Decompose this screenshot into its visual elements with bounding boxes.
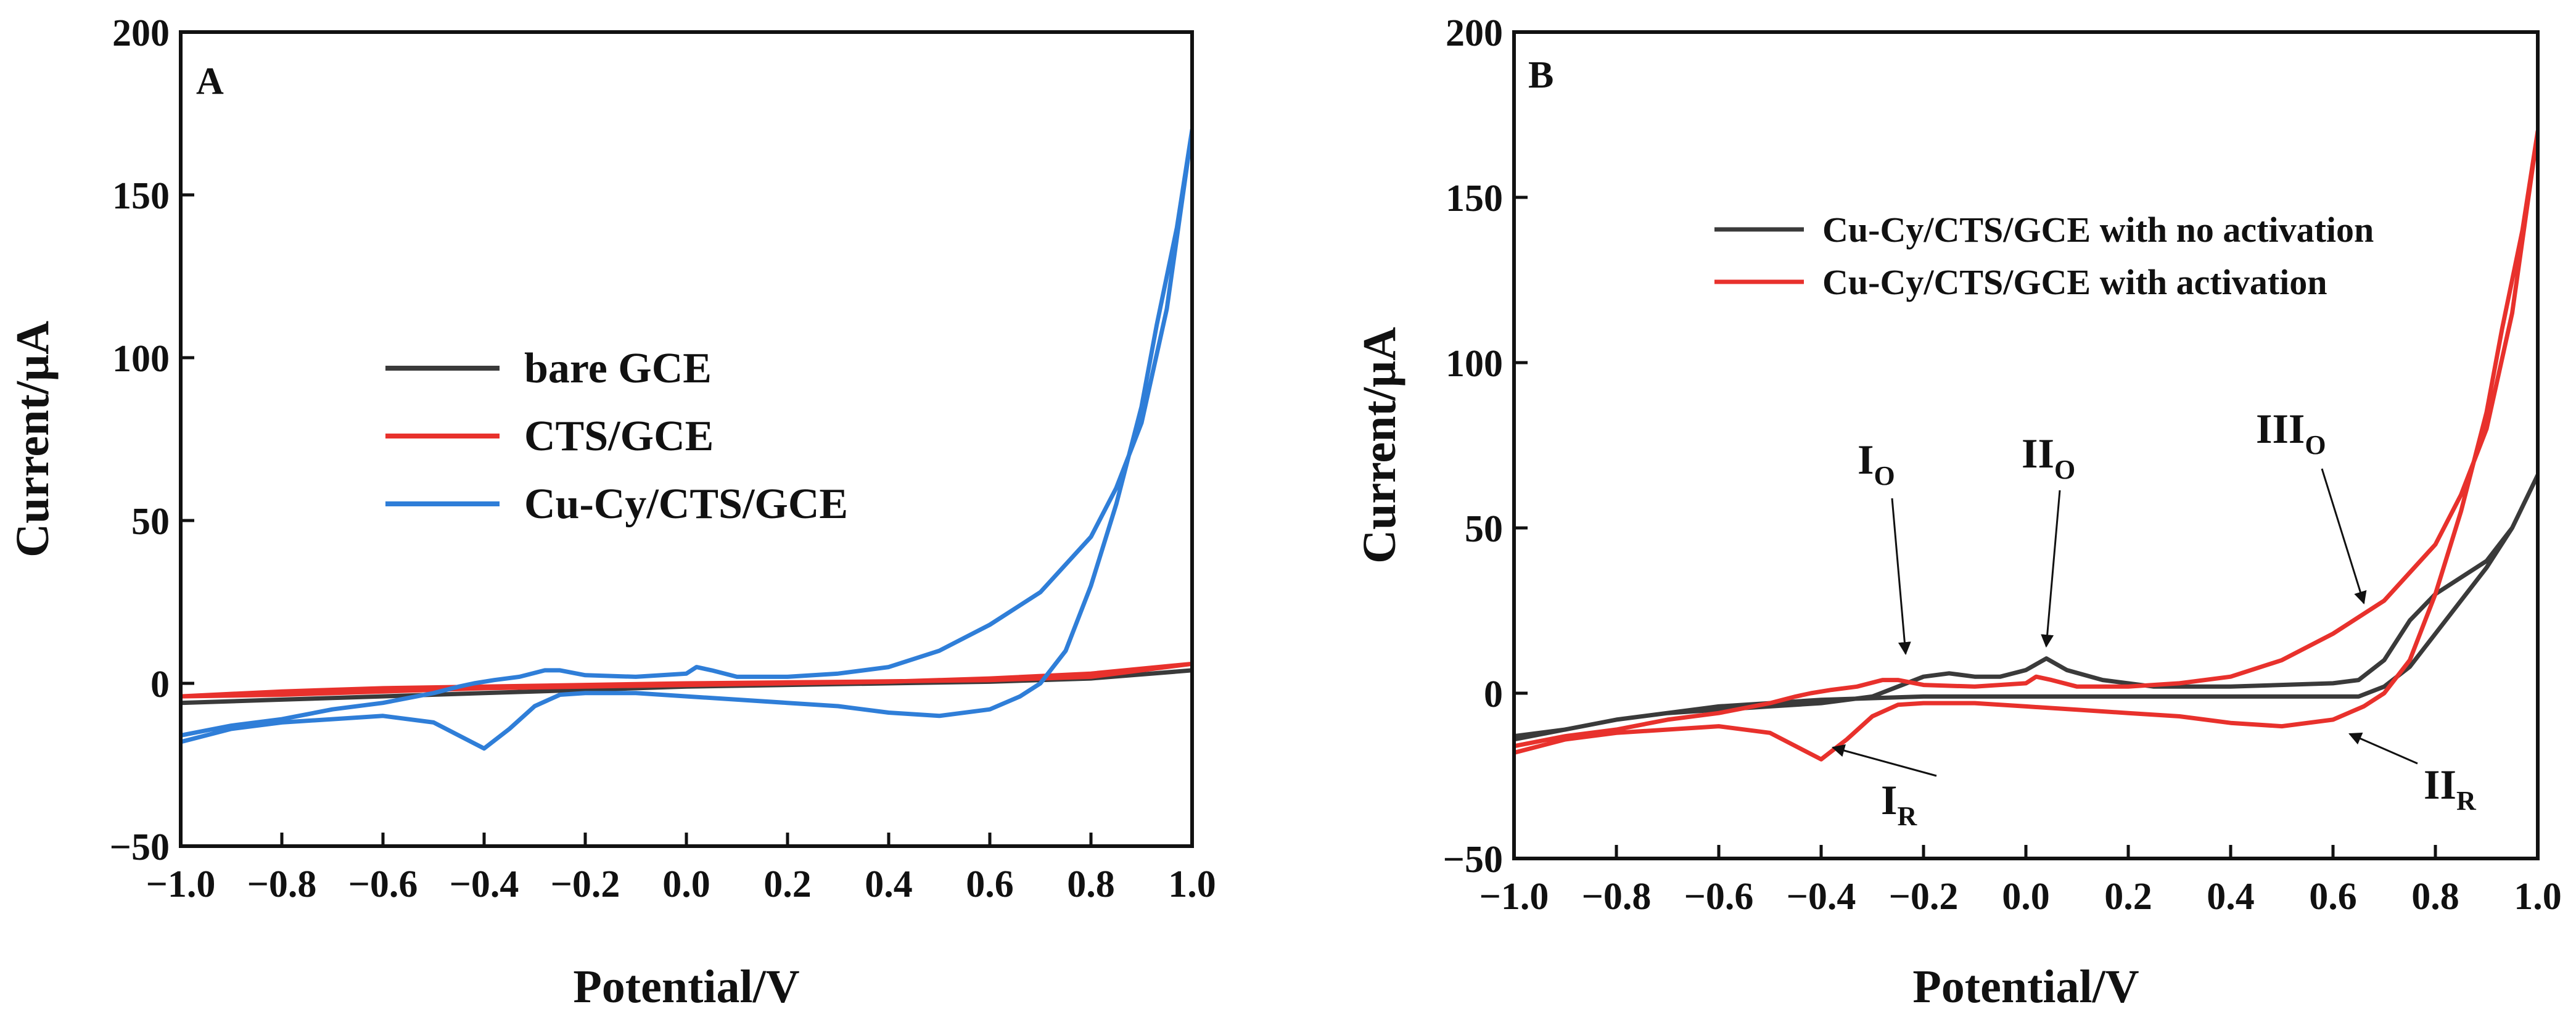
panel-b-x-tick-label: 1.0 [2514, 876, 2562, 918]
annotation-io-label: IO [1858, 436, 1895, 491]
panel-b-legend: Cu-Cy/CTS/GCE with no activation Cu-Cy/C… [1714, 210, 2374, 302]
panel-b-y-tick-label: −50 [1443, 839, 1503, 881]
panel-b-x-tick-label: −0.6 [1684, 876, 1754, 918]
panel-a-series-1 [181, 661, 1192, 699]
panel-b-x-tick-label: 0.0 [2002, 876, 2050, 918]
legend-label-bare-gce: bare GCE [524, 345, 712, 392]
panel-b-x-tick-label: −0.8 [1582, 876, 1652, 918]
panel-a-y-tick-label: 0 [150, 664, 170, 706]
arrow-iiio [2321, 468, 2367, 605]
annotation-iir-label: IIR [2424, 761, 2477, 816]
panel-b-series-layer [1514, 129, 2538, 762]
panel-a-x-tick-label: −0.8 [247, 863, 317, 905]
legend-label-cts-gce: CTS/GCE [524, 413, 714, 460]
legend-label-activation: Cu-Cy/CTS/GCE with activation [1822, 262, 2327, 302]
panel-a-series-0 [181, 668, 1192, 706]
annotation-io: IO [1858, 436, 1895, 491]
arrow-ir [1831, 744, 1937, 777]
panel-a-x-tick-label: −1.0 [146, 863, 216, 905]
panel-b-x-axis-title: Potential/V [1912, 961, 2139, 1013]
panel-a-y-axis-title: Current/μA [7, 321, 59, 558]
annotation-iiio: IIIO [2256, 405, 2326, 460]
panel-a-x-tick-label: 0.2 [763, 863, 812, 905]
arrow-iir [2348, 732, 2418, 765]
panel-b-x-tick-label: −0.4 [1787, 876, 1856, 918]
panel-b-ticks: −1.0 −0.8 −0.6 −0.4 −0.2 0.0 0.2 0.4 0.6 0.8 1.0 −5… [1443, 12, 2562, 918]
panel-b-x-tick-label: 0.6 [2309, 876, 2357, 918]
legend-label-no-activation: Cu-Cy/CTS/GCE with no activation [1822, 210, 2374, 250]
panel-a-y-tick-label: 150 [112, 175, 170, 217]
legend-label-cu-cy-cts-gce: Cu-Cy/CTS/GCE [524, 480, 848, 528]
panel-b-y-axis-title: Current/μA [1354, 327, 1405, 564]
panel-b-y-tick-label: 100 [1446, 343, 1503, 385]
panel-a-x-tick-label: 0.4 [865, 863, 913, 905]
arrow-io [1891, 498, 1911, 656]
panel-a-x-tick-label: 0.8 [1067, 863, 1115, 905]
panel-a-x-tick-label: −0.6 [348, 863, 418, 905]
panel-a-x-tick-label: 0.6 [966, 863, 1014, 905]
panel-b-x-tick-label: −0.2 [1889, 876, 1959, 918]
panel-a-y-tick-label: 100 [112, 338, 170, 380]
panel-a-ticks: −1.0 −0.8 −0.6 −0.4 −0.2 0.0 0.2 0.4 0.6 0.8 1.0 −5… [110, 12, 1216, 905]
annotation-ir-label: IR [1881, 776, 1917, 831]
panel-a-series-layer [181, 127, 1192, 751]
panel-a-y-tick-label: −50 [110, 826, 170, 868]
panel-b-series-0 [1514, 472, 2538, 742]
panel-a-x-tick-label: −0.4 [450, 863, 519, 905]
panel-a-legend: bare GCE CTS/GCE Cu-Cy/CTS/GCE [385, 345, 848, 528]
arrow-iio [2041, 490, 2061, 648]
panel-a-x-tick-label: −0.2 [551, 863, 620, 905]
panel-a-y-tick-label: 200 [112, 12, 170, 54]
panel-b-label: B [1528, 54, 1553, 96]
panel-b-x-tick-label: 0.4 [2207, 876, 2255, 918]
panel-b-y-tick-label: 150 [1446, 178, 1503, 220]
annotation-iio-label: IIO [2022, 430, 2075, 485]
panel-b-y-tick-label: 50 [1465, 508, 1503, 550]
annotation-iio: IIO [2022, 430, 2075, 485]
panel-a-x-tick-label: 1.0 [1168, 863, 1216, 905]
annotation-iiio-label: IIIO [2256, 405, 2326, 460]
panel-b: −1.0 −0.8 −0.6 −0.4 −0.2 0.0 0.2 0.4 0.6 0.8 1.0 −5… [1354, 12, 2562, 1013]
panel-a-label: A [196, 60, 224, 102]
panel-b-x-tick-label: 0.8 [2411, 876, 2459, 918]
panel-a-x-tick-label: 0.0 [662, 863, 710, 905]
panel-a: −1.0 −0.8 −0.6 −0.4 −0.2 0.0 0.2 0.4 0.6 0.8 1.0 −5… [7, 12, 1216, 1013]
panel-b-x-tick-label: 0.2 [2104, 876, 2152, 918]
annotation-iir: IIR [2424, 761, 2477, 816]
annotation-ir: IR [1881, 776, 1917, 831]
panel-b-y-tick-label: 0 [1484, 673, 1503, 715]
panel-b-y-tick-label: 200 [1446, 12, 1503, 54]
panel-b-series-1 [1514, 129, 2538, 762]
panel-b-x-tick-label: −1.0 [1479, 876, 1549, 918]
panel-a-series-2 [181, 127, 1192, 751]
panel-a-x-axis-title: Potential/V [573, 961, 799, 1013]
panel-a-y-tick-label: 50 [131, 501, 170, 543]
